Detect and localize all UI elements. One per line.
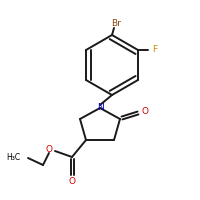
Text: O: O — [46, 144, 52, 154]
Text: N: N — [98, 102, 104, 112]
Text: F: F — [152, 46, 158, 54]
Text: O: O — [68, 178, 76, 186]
Text: Br: Br — [111, 19, 121, 27]
Text: H₃C: H₃C — [6, 152, 20, 162]
Text: O: O — [142, 108, 148, 116]
